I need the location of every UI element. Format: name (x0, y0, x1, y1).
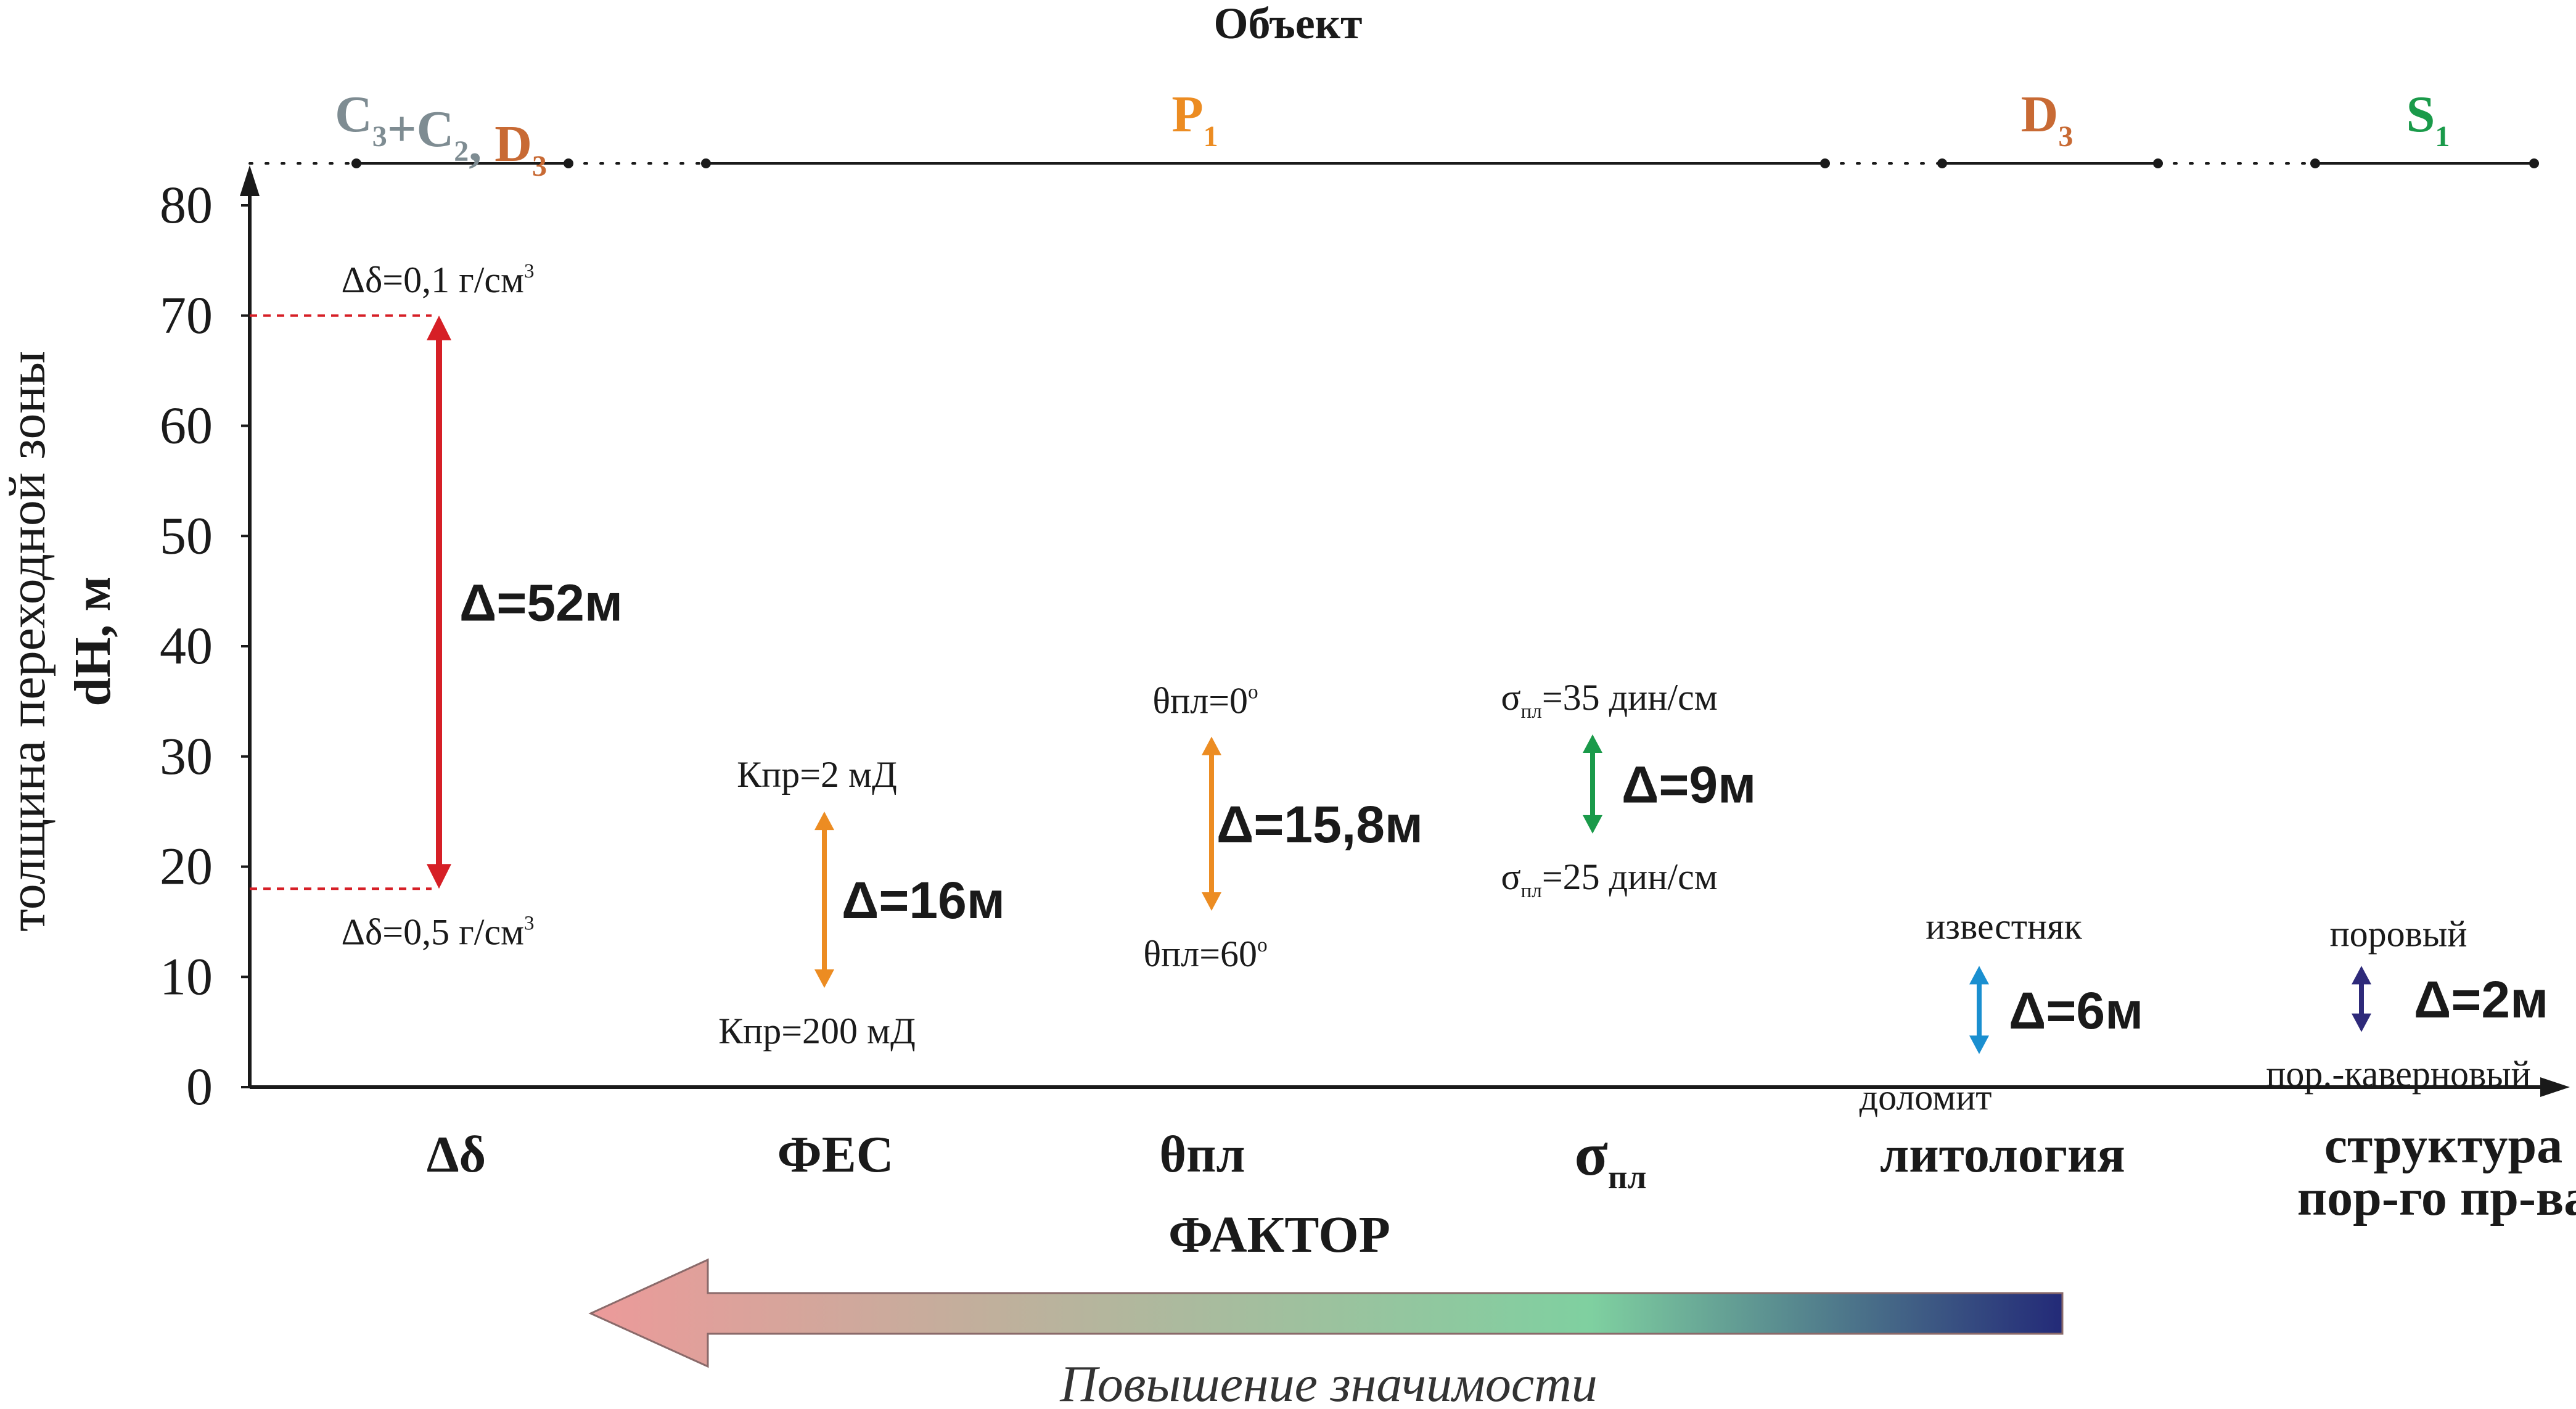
range-bottom-label: σпл=25 дин/см (1501, 856, 1717, 902)
delta-label: Δ=16м (842, 871, 1005, 929)
factor-category-label: пор-го пр-ва (2297, 1169, 2576, 1226)
y-tick-label: 30 (160, 726, 213, 786)
object-label: S1 (2406, 86, 2450, 153)
range-arrow-head-top (2352, 966, 2371, 985)
range-bottom-label: θпл=60o (1143, 934, 1267, 974)
range-arrow-head-bottom (1202, 892, 1221, 911)
y-tick-label: 70 (160, 285, 213, 345)
range-arrow-head-top (1202, 736, 1221, 755)
factor-category-label: литология (1880, 1126, 2125, 1183)
y-tick-label: 10 (160, 947, 213, 1006)
y-axis-label: толщина переходной зоны (0, 351, 56, 932)
range-top-label: σпл=35 дин/см (1501, 677, 1717, 723)
object-bracket-dot (2153, 158, 2163, 168)
range-top-label: Кпр=2 мД (737, 754, 897, 795)
range-bottom-label: Δδ=0,5 г/см3 (341, 911, 534, 952)
x-axis-arrowhead (2540, 1077, 2570, 1097)
range-bottom-label: доломит (1860, 1077, 1992, 1117)
delta-label: Δ=15,8м (1216, 795, 1423, 853)
factor-category-label: θпл (1159, 1126, 1245, 1183)
y-tick-label: 60 (160, 396, 213, 455)
y-tick-label: 40 (160, 616, 213, 675)
factor-category-label: Δδ (427, 1126, 486, 1183)
range-bottom-label: Кпр=200 мД (718, 1011, 916, 1051)
factor-category-label: ФЕС (777, 1126, 894, 1183)
y-axis-arrowhead (240, 165, 260, 196)
x-axis-label: ФАКТОР (1168, 1206, 1390, 1263)
importance-caption: Повышение значимости (1059, 1355, 1598, 1406)
range-arrow-head-bottom (1969, 1035, 1989, 1054)
factor-category-label: структура (2324, 1117, 2562, 1174)
object-bracket-dot (1937, 158, 1947, 168)
object-bracket-dot (1820, 158, 1830, 168)
range-arrow-head-bottom (2352, 1013, 2371, 1032)
delta-label: Δ=2м (2414, 971, 2548, 1029)
range-top-label: θпл=0o (1152, 681, 1258, 721)
range-top-label: известняк (1926, 906, 2082, 947)
range-bottom-label: пор.-каверновый (2266, 1054, 2530, 1095)
object-bracket-dot (2310, 158, 2320, 168)
range-arrow-head-bottom (427, 864, 451, 889)
object-bracket-dot (701, 158, 711, 168)
factor-category-label: σпл (1575, 1120, 1647, 1196)
y-tick-label: 80 (160, 175, 213, 234)
y-tick-label: 0 (186, 1057, 213, 1116)
object-label: C3+C2, D3 (335, 86, 547, 183)
range-arrow-head-top (427, 315, 451, 340)
range-arrow-head-bottom (1583, 815, 1602, 834)
range-arrow-head-top (1969, 966, 1989, 985)
y-axis-unit-label: dH, м (64, 576, 121, 706)
y-tick-label: 20 (160, 837, 213, 896)
object-label: P1 (1171, 86, 1218, 153)
importance-arrow (588, 1258, 2064, 1368)
range-arrow-head-top (1583, 734, 1602, 753)
delta-label: Δ=52м (459, 574, 623, 632)
object-bracket-dot (2529, 158, 2539, 168)
range-arrow-head-bottom (814, 969, 834, 988)
delta-label: Δ=6м (2009, 982, 2143, 1040)
range-top-label: поровый (2330, 913, 2467, 954)
delta-label: Δ=9м (1622, 755, 1756, 813)
object-bracket-dot (564, 158, 573, 168)
range-top-label: Δδ=0,1 г/см3 (341, 260, 534, 300)
top-title: Объект (1214, 0, 1363, 48)
object-bracket-dot (351, 158, 361, 168)
y-tick-label: 50 (160, 506, 213, 565)
range-arrow-head-top (814, 811, 834, 831)
object-label: D3 (2021, 86, 2074, 153)
